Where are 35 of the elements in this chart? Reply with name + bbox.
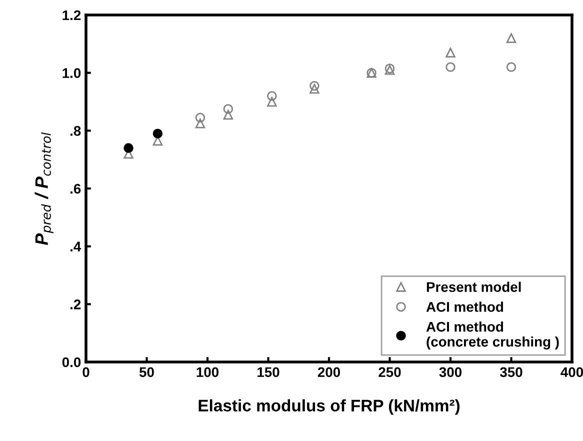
x-tick-label: 400 [560, 367, 583, 378]
point [310, 80, 320, 91]
legend-label: ACI method [426, 302, 504, 312]
point [195, 112, 206, 123]
y-tick-label: .6 [70, 184, 81, 194]
x-tick-label: 50 [139, 367, 154, 378]
y-tick-label: .8 [70, 126, 81, 136]
point [506, 62, 516, 72]
y-tick-label: 1.2 [62, 10, 81, 20]
point [446, 62, 456, 72]
x-tick-label: 200 [318, 367, 340, 378]
point [506, 33, 516, 43]
legend-label: Present model [426, 282, 521, 292]
x-tick-label: 350 [500, 367, 522, 378]
y-tick-label: .4 [70, 242, 82, 252]
x-tick-label: 0 [82, 367, 90, 378]
point [310, 84, 320, 94]
y-axis-title: P$_{pred}$ / P$_{control}$ [34, 132, 54, 246]
point [195, 118, 206, 128]
point [152, 128, 163, 138]
point [223, 110, 234, 120]
x-tick-label: 100 [196, 367, 219, 378]
point [446, 48, 456, 58]
y-tick-label: .2 [70, 300, 81, 310]
legend-label: ACI method (concrete crushing ) [426, 322, 559, 350]
x-tick-label: 250 [378, 367, 401, 378]
y-tick-label: 0.0 [62, 357, 81, 368]
x-tick-label: 300 [439, 367, 462, 378]
x-tick-label: 150 [258, 367, 280, 378]
point [223, 104, 234, 114]
y-tick-label: 1.0 [62, 68, 81, 78]
x-axis-title: Elastic modulus of FRP (kN/mm²) [198, 399, 460, 415]
point [124, 143, 134, 153]
point [267, 91, 277, 101]
point [267, 96, 277, 107]
